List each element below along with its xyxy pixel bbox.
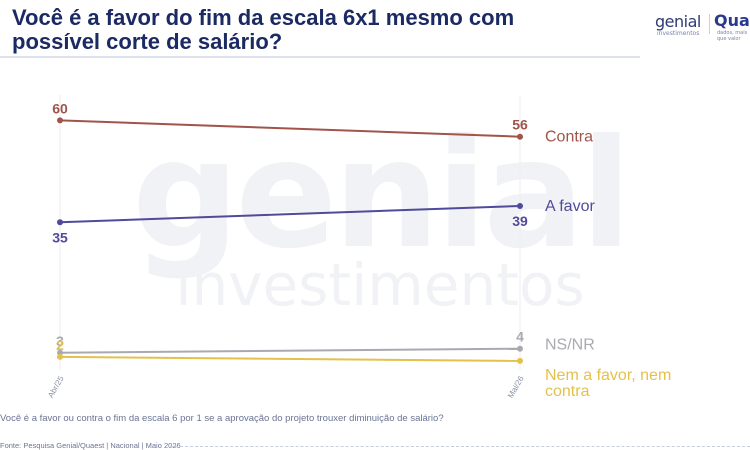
quaest-logo-subtitle: dados, mais que valor <box>717 30 748 42</box>
x-tick-label: Abr/25 <box>46 374 66 399</box>
data-label: 2 <box>56 337 64 353</box>
data-label: 60 <box>52 100 68 116</box>
data-point <box>517 203 523 209</box>
x-tick-label: Mai/26 <box>506 374 526 400</box>
series-name-line: Contra <box>545 129 593 146</box>
series-name-label: A favor <box>545 198 595 215</box>
source-note: Fonte: Pesquisa Genial/Quaest | Nacional… <box>0 441 181 450</box>
series-name-line: Nem a favor, nem <box>545 367 671 384</box>
genial-logo: genial <box>655 12 701 31</box>
series-line <box>59 119 521 138</box>
series-name-line: A favor <box>545 198 595 215</box>
series-name-label: Contra <box>545 129 593 146</box>
data-point <box>57 117 63 124</box>
source-divider <box>170 446 750 448</box>
logo-separator <box>709 14 710 34</box>
data-point <box>517 357 523 364</box>
quaest-logo: Quaest <box>714 11 750 30</box>
page-title: Você é a favor do fim da escala 6x1 mesm… <box>12 5 515 54</box>
data-point <box>57 353 63 360</box>
data-label: 35 <box>52 229 68 245</box>
series-name-line: NS/NR <box>545 337 595 354</box>
data-label: 56 <box>512 117 528 133</box>
survey-question: Você é a favor ou contra o fim da escala… <box>0 413 444 424</box>
series-name-line: contra <box>545 383 590 400</box>
data-point <box>517 345 523 352</box>
series-line <box>59 205 521 224</box>
series-line <box>59 355 521 362</box>
series-name-label: Nem a favor, nem contra <box>545 367 671 400</box>
series-line <box>59 347 521 354</box>
data-label: 4 <box>516 329 524 345</box>
data-label: 3 <box>56 333 64 349</box>
data-point <box>517 133 523 140</box>
data-label: 39 <box>512 213 528 229</box>
title-divider <box>0 56 640 58</box>
series-name-label: NS/NR <box>545 337 595 354</box>
genial-logo-subtitle: investimentos <box>657 30 700 37</box>
data-point <box>57 219 63 226</box>
